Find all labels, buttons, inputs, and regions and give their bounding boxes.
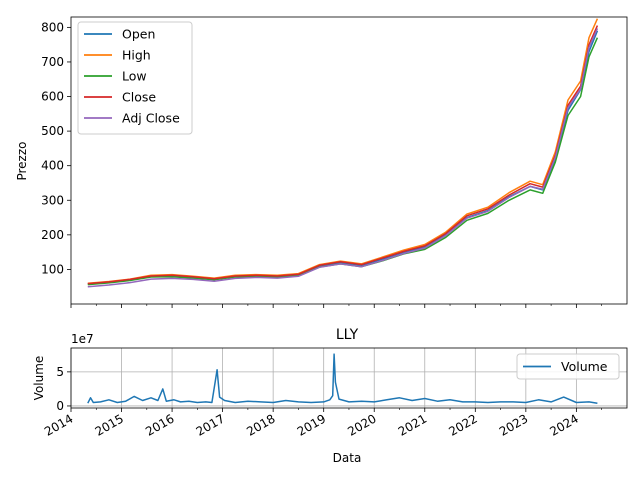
price-y-tick-label: 700 xyxy=(41,55,64,69)
volume-y-axis-ticks: 05 xyxy=(56,365,71,413)
volume-scale-label: 1e7 xyxy=(71,332,94,346)
volume-x-tick-label: 2017 xyxy=(194,411,227,438)
volume-plot-frame xyxy=(70,347,628,409)
price-chart-panel: 100 200 300 400 500 600 700 800 Prezzo Open High… xyxy=(15,16,628,308)
series-line-adj-close xyxy=(87,28,599,288)
price-plot-frame xyxy=(70,16,628,305)
legend-label-open: Open xyxy=(122,27,155,42)
legend-label-close: Close xyxy=(122,90,156,105)
volume-x-tick-label: 2021 xyxy=(396,411,429,438)
volume-x-tick-label: 2019 xyxy=(295,411,328,438)
series-line-close xyxy=(87,25,599,285)
volume-x-tick-label: 2024 xyxy=(547,411,580,438)
series-line-volume xyxy=(87,353,598,404)
price-y-tick-label: 500 xyxy=(41,124,64,138)
price-y-tick-label: 400 xyxy=(41,159,64,173)
volume-legend: Volume xyxy=(516,353,620,380)
volume-legend-box xyxy=(516,353,620,380)
volume-y-tick-label: 0 xyxy=(56,399,64,413)
price-x-axis-ticks xyxy=(70,304,602,308)
volume-x-tick-label: 2023 xyxy=(497,411,530,438)
volume-x-axis-ticks: 2014 2015 2016 2017 2018 2019 2020 2021 2022 2023… xyxy=(42,408,602,439)
volume-series-line xyxy=(87,353,598,404)
price-y-tick-label: 300 xyxy=(41,193,64,207)
legend-label-low: Low xyxy=(122,69,147,84)
price-y-tick-label: 100 xyxy=(41,262,64,276)
price-legend: Open High Low Close Adj Close xyxy=(77,21,193,135)
volume-x-tick-label: 2014 xyxy=(42,411,75,438)
volume-y-tick-label: 5 xyxy=(56,365,64,379)
volume-y-axis-label: Volume xyxy=(32,356,46,401)
volume-x-tick-label: 2018 xyxy=(244,411,277,438)
volume-x-axis-label: Data xyxy=(333,451,362,465)
volume-x-tick-label: 2020 xyxy=(345,411,378,438)
price-y-axis-label: Prezzo xyxy=(15,141,29,180)
price-y-axis-ticks: 100 200 300 400 500 600 700 800 xyxy=(41,20,71,276)
volume-x-tick-label: 2016 xyxy=(143,411,176,438)
price-y-tick-label: 200 xyxy=(41,228,64,242)
volume-x-tick-label: 2015 xyxy=(93,411,126,438)
price-series-lines xyxy=(87,18,599,288)
volume-chart-title: LLY xyxy=(336,327,359,343)
legend-label-volume: Volume xyxy=(561,359,608,374)
legend-label-adj-close: Adj Close xyxy=(122,111,180,126)
price-y-tick-label: 600 xyxy=(41,90,64,104)
volume-chart-panel: LLY 1e7 05 2014 2015 2016 2017 2018 2019 2020 2… xyxy=(32,327,628,465)
price-legend-box xyxy=(77,21,193,135)
volume-x-tick-label: 2022 xyxy=(446,411,479,438)
price-y-tick-label: 800 xyxy=(41,20,64,34)
legend-label-high: High xyxy=(122,48,151,63)
